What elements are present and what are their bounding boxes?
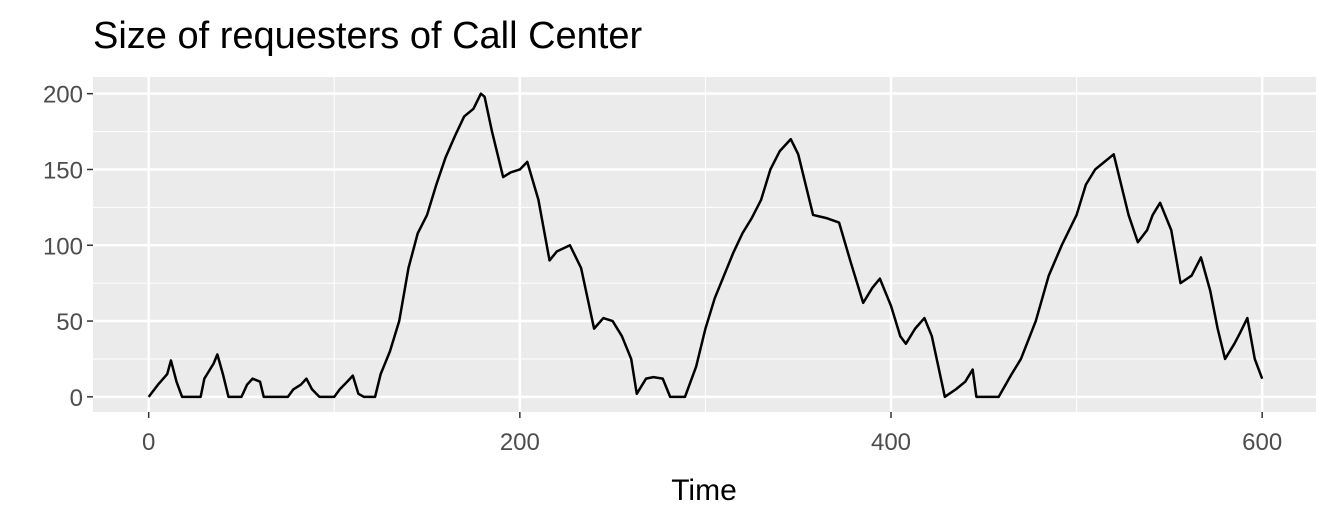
- x-tick-label: 200: [500, 429, 540, 456]
- y-tick-label: 200: [43, 82, 83, 109]
- y-tick-label: 0: [70, 385, 83, 412]
- y-tick-label: 150: [43, 157, 83, 184]
- x-axis-label: Time: [671, 474, 737, 507]
- x-tick-label: 0: [142, 429, 155, 456]
- y-tick-label: 50: [56, 309, 83, 336]
- data-line: [147, 92, 1264, 399]
- y-tick-label: 100: [43, 233, 83, 260]
- x-tick-label: 600: [1242, 429, 1282, 456]
- x-tick-label: 400: [871, 429, 911, 456]
- chart-title: Size of requesters of Call Center: [93, 15, 642, 57]
